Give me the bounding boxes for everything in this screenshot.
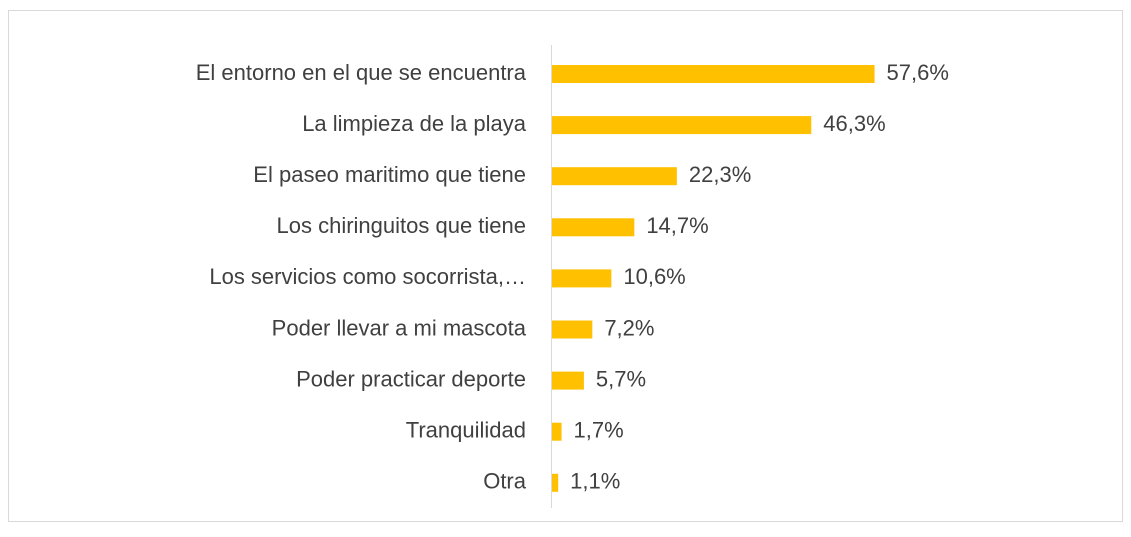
category-label: El paseo maritimo que tiene: [253, 162, 526, 187]
value-label: 1,7%: [574, 418, 624, 443]
category-label: Otra: [483, 469, 527, 494]
value-label: 57,6%: [887, 60, 949, 85]
category-label: Tranquilidad: [406, 418, 526, 443]
category-label: El entorno en el que se encuentra: [196, 60, 527, 85]
category-label: Los chiringuitos que tiene: [277, 213, 527, 238]
bar: [552, 65, 875, 83]
bar: [552, 473, 559, 492]
category-label: Poder llevar a mi mascota: [272, 315, 527, 340]
chart-border: [8, 10, 1123, 522]
bar: [552, 269, 612, 288]
bar: [552, 422, 562, 441]
bar: [552, 371, 584, 390]
value-label: 5,7%: [596, 366, 646, 391]
bar: [552, 320, 593, 339]
value-label: 7,2%: [604, 315, 654, 340]
category-label: La limpieza de la playa: [302, 111, 527, 136]
bar: [552, 116, 812, 135]
value-label: 46,3%: [823, 111, 885, 136]
bar: [552, 218, 635, 237]
category-label: Poder practicar deporte: [296, 366, 526, 391]
value-label: 1,1%: [570, 469, 620, 494]
value-label: 10,6%: [623, 264, 685, 289]
category-label: Los servicios como socorrista,…: [209, 264, 526, 289]
bar: [552, 167, 677, 186]
value-label: 22,3%: [689, 162, 751, 187]
value-label: 14,7%: [646, 213, 708, 238]
